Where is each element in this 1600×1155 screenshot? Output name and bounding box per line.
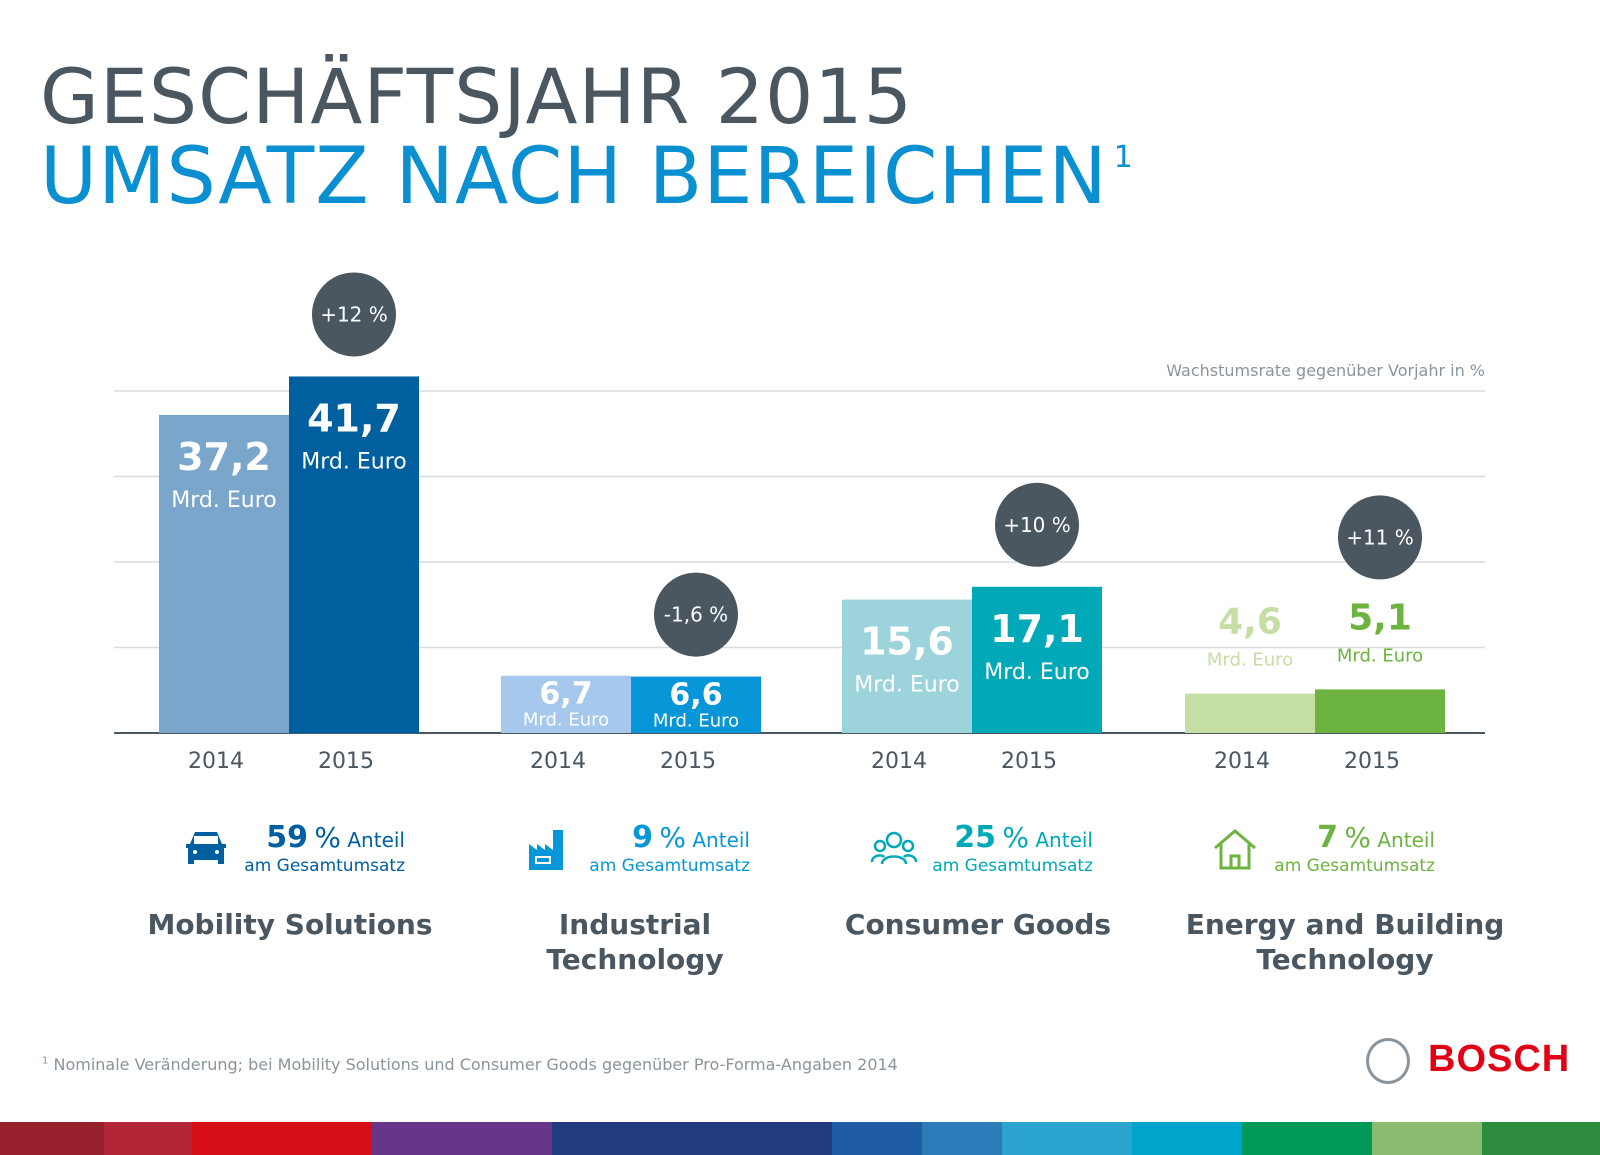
segment-name: Consumer Goods xyxy=(844,908,1112,941)
bosch-logo-icon xyxy=(1366,1038,1410,1084)
growth-label: +12 % xyxy=(320,302,388,326)
share-percent: 59 % Anteil xyxy=(266,820,405,855)
share-block: 7 % Anteil am Gesamtumsatz xyxy=(1210,820,1435,900)
pct-sign: % xyxy=(659,821,687,854)
value-label: 17,1 xyxy=(990,607,1084,651)
growth-label: -1,6 % xyxy=(664,603,728,627)
growth-bubble xyxy=(312,272,396,357)
unit-label: Mrd. Euro xyxy=(171,488,276,513)
unit-label: Mrd. Euro xyxy=(1337,645,1423,666)
value-label: 5,1 xyxy=(1348,597,1412,638)
share-sub: am Gesamtumsatz xyxy=(589,856,750,876)
x-tick-label: 2015 xyxy=(318,749,374,774)
bar-2015 xyxy=(631,676,761,733)
growth-label: +10 % xyxy=(1003,513,1071,537)
x-tick-label: 2015 xyxy=(660,749,716,774)
share-percent: 7 % Anteil xyxy=(1317,820,1435,855)
share-sub: am Gesamtumsatz xyxy=(932,856,1093,876)
color-stripe xyxy=(0,1122,1600,1155)
share-block: 9 % Anteil am Gesamtumsatz xyxy=(525,820,750,900)
anteil-label: Anteil xyxy=(1377,828,1435,852)
value-label: 4,6 xyxy=(1218,602,1282,643)
unit-label: Mrd. Euro xyxy=(523,710,609,731)
share-value: 25 xyxy=(954,820,997,855)
x-tick-label: 2014 xyxy=(530,749,586,774)
bar-2014 xyxy=(501,675,631,733)
growth-note: Wachstumsrate gegenüber Vorjahr in % xyxy=(1166,361,1485,380)
share-percent: 25 % Anteil xyxy=(954,820,1093,855)
growth-bubble xyxy=(995,482,1079,567)
brand-logo: BOSCH xyxy=(1428,1038,1571,1080)
title-line1: GESCHÄFTSJAHR 2015 xyxy=(40,52,913,141)
pct-sign: % xyxy=(1344,821,1372,854)
value-label: 6,6 xyxy=(669,678,722,713)
title-line2: UMSATZ NACH BEREICHEN 1 xyxy=(40,132,1134,222)
share-value: 9 xyxy=(632,820,654,855)
growth-label: +11 % xyxy=(1346,525,1414,549)
share-value: 7 xyxy=(1317,820,1339,855)
share-block: 59 % Anteil am Gesamtumsatz xyxy=(180,820,405,900)
x-tick-label: 2015 xyxy=(1344,749,1400,774)
unit-label: Mrd. Euro xyxy=(301,449,406,474)
x-tick-label: 2015 xyxy=(1001,749,1057,774)
share-sub: am Gesamtumsatz xyxy=(1274,856,1435,876)
footnote: 1 Nominale Veränderung; bei Mobility Sol… xyxy=(42,1055,898,1074)
x-tick-label: 2014 xyxy=(188,749,244,774)
anteil-label: Anteil xyxy=(1035,828,1093,852)
bar-2014 xyxy=(842,599,972,733)
anteil-label: Anteil xyxy=(347,828,405,852)
unit-label: Mrd. Euro xyxy=(653,711,739,732)
share-value: 59 xyxy=(266,820,309,855)
segment-name: Industrial Technology xyxy=(546,908,724,976)
pct-sign: % xyxy=(314,821,342,854)
share-block: 25 % Anteil am Gesamtumsatz xyxy=(868,820,1093,900)
bar-2014 xyxy=(1185,693,1315,733)
segment-name: Energy and Building Technology xyxy=(1185,908,1505,976)
title-text: UMSATZ NACH BEREICHEN xyxy=(40,132,1108,222)
bar-2015 xyxy=(1315,689,1445,733)
bar-chart: Wachstumsrate gegenüber Vorjahr in % 37,2… xyxy=(114,272,1485,774)
value-label: 41,7 xyxy=(307,396,401,440)
unit-label: Mrd. Euro xyxy=(984,660,1089,685)
bar-2015 xyxy=(972,586,1102,733)
value-label: 37,2 xyxy=(177,435,271,479)
anteil-label: Anteil xyxy=(692,828,750,852)
pct-sign: % xyxy=(1002,821,1030,854)
value-label: 15,6 xyxy=(860,620,954,664)
footnote-text: Nominale Veränderung; bei Mobility Solut… xyxy=(53,1055,898,1074)
value-label: 6,7 xyxy=(539,677,592,712)
share-sub: am Gesamtumsatz xyxy=(244,856,405,876)
footnote-mark: 1 xyxy=(42,1055,49,1067)
bar-2014 xyxy=(159,414,289,733)
share-percent: 9 % Anteil xyxy=(632,820,750,855)
x-tick-label: 2014 xyxy=(871,749,927,774)
segment-name: Mobility Solutions xyxy=(147,908,433,941)
footnote-mark: 1 xyxy=(1113,140,1134,175)
unit-label: Mrd. Euro xyxy=(854,673,959,698)
growth-bubble xyxy=(654,572,738,657)
growth-bubble xyxy=(1338,495,1422,580)
unit-label: Mrd. Euro xyxy=(1207,650,1293,671)
bar-2015 xyxy=(289,376,419,733)
x-tick-label: 2014 xyxy=(1214,749,1270,774)
